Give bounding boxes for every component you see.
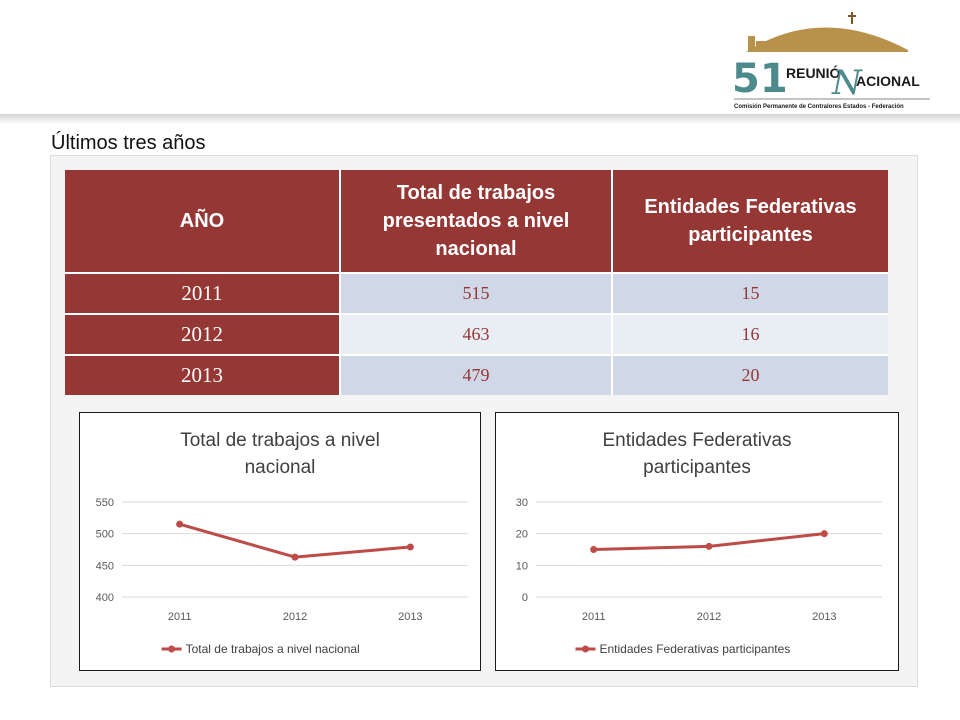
entities-cell: 20 — [611, 354, 888, 395]
data-point — [176, 520, 184, 528]
table-row: 2012 463 16 — [65, 313, 888, 355]
x-tick-label: 2013 — [812, 611, 836, 623]
legend-marker-icon — [582, 645, 589, 653]
x-tick-label: 2012 — [697, 611, 721, 623]
data-point — [590, 546, 598, 553]
x-tick-label: 2012 — [283, 611, 307, 623]
chart-title-line: Entidades Federativas — [602, 430, 791, 451]
y-tick-label: 450 — [96, 560, 114, 572]
header-year: AÑO — [65, 170, 340, 273]
y-tick-label: 400 — [96, 592, 114, 604]
y-tick-label: 500 — [96, 529, 114, 541]
header-bar — [0, 0, 960, 118]
works-cell: 515 — [339, 272, 612, 314]
header-total-works: Total de trabajos presentados a nivel na… — [339, 170, 612, 273]
chart-title-line: Total de trabajos a nivel — [180, 430, 380, 451]
data-table: AÑO Total de trabajos presentados a nive… — [65, 170, 888, 395]
series-line — [179, 522, 411, 559]
works-cell: 479 — [339, 354, 612, 395]
year-cell: 2013 — [65, 354, 340, 395]
section-subtitle: Últimos tres años — [51, 132, 206, 154]
header-divider — [0, 114, 960, 124]
chart-title-line: nacional — [245, 457, 316, 478]
chart-total-works-svg: Total de trabajos a nivel nacional 400 450 5… — [96, 430, 468, 656]
table-header-row: AÑO Total de trabajos presentados a nive… — [65, 170, 888, 273]
chart-entities-svg: Entidades Federativas participantes 0 10 20 3… — [516, 430, 882, 656]
logo-subtitle: Comisión Permanente de Contralores Estad… — [734, 104, 904, 110]
legend-label: Total de trabajos a nivel nacional — [186, 642, 360, 656]
y-tick-label: 550 — [96, 497, 114, 509]
works-cell: 463 — [339, 313, 612, 355]
table-row: 2013 479 20 — [65, 354, 888, 395]
table-row: 2011 515 15 — [65, 272, 888, 314]
header-entities: Entidades Federativas participantes — [611, 170, 888, 273]
logo-word-1: REUNIÓ — [786, 64, 841, 81]
legend-marker-icon — [168, 645, 176, 653]
logo-number: 51 — [732, 56, 788, 102]
year-cell: 2012 — [65, 313, 340, 355]
entities-cell: 15 — [611, 272, 888, 314]
chart-title-line: participantes — [643, 457, 751, 478]
logo-building-icon — [748, 36, 812, 52]
data-point — [820, 530, 828, 538]
logo-word-2: ACIONAL — [856, 73, 920, 89]
x-tick-label: 2013 — [398, 611, 422, 623]
chart-total-works: Total de trabajos a nivel nacional 400 450 5… — [79, 412, 481, 671]
x-tick-label: 2011 — [168, 611, 192, 623]
logo: 51 REUNIÓ N ACIONAL Comisión Permanente … — [732, 12, 930, 110]
y-tick-label: 30 — [516, 497, 528, 509]
data-point — [705, 542, 713, 550]
chart-entities: Entidades Federativas participantes 0 10 20 3… — [495, 412, 899, 671]
legend-label: Entidades Federativas participantes — [600, 642, 791, 656]
data-point — [291, 553, 299, 561]
x-tick-label: 2011 — [582, 611, 606, 623]
entities-cell: 16 — [611, 313, 888, 355]
y-tick-label: 10 — [516, 560, 528, 572]
y-tick-label: 20 — [516, 529, 528, 541]
logo-initial: N — [831, 63, 863, 103]
data-point — [406, 543, 414, 551]
y-tick-label: 0 — [522, 592, 528, 604]
year-cell: 2011 — [65, 272, 340, 314]
